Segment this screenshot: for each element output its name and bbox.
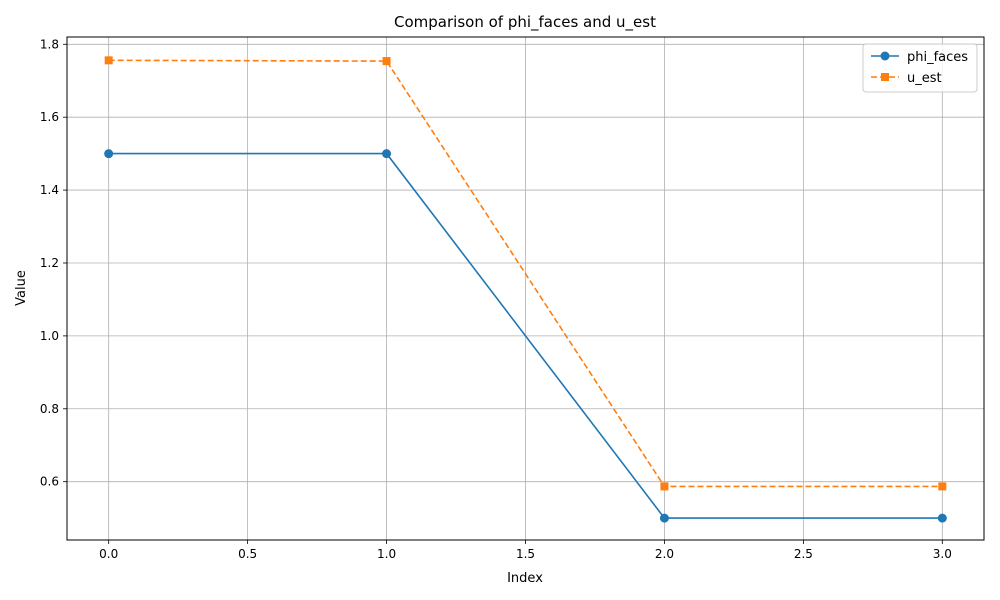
data-point-phi_faces [382,149,392,159]
data-point-u_est [660,482,669,491]
y-tick-label: 1.2 [40,256,59,270]
series-phi_faces [104,149,947,523]
series-layer [104,56,947,523]
legend-label: u_est [907,71,942,86]
legend-marker [881,73,889,81]
x-tick-label: 0.5 [238,547,257,561]
y-tick-label: 1.8 [40,37,59,51]
y-tick-label: 1.4 [40,183,59,197]
chart-title: Comparison of phi_faces and u_est [394,13,656,32]
data-point-phi_faces [937,513,947,523]
legend-item-u_est: u_est [871,71,942,86]
legend: phi_faces u_est [862,43,978,93]
y-tick-label: 1.6 [40,110,59,124]
grid [67,37,984,540]
series-line-phi_faces [108,152,943,519]
x-tick-label: 0.0 [99,547,118,561]
legend-marker [880,51,890,61]
x-tick-label: 2.0 [655,547,674,561]
data-point-u_est [938,482,947,491]
series-line-u_est [108,59,943,488]
x-tick-label: 1.0 [377,547,396,561]
data-point-phi_faces [659,513,669,523]
y-tick-label: 0.6 [40,475,59,489]
y-tick-label: 0.8 [40,402,59,416]
series-u_est [104,56,947,491]
x-axis: 0.0 0.5 1.0 1.5 2.0 2.5 3.0 [99,540,952,561]
data-point-u_est [382,57,391,66]
legend-label: phi_faces [907,50,968,65]
legend-item-phi_faces: phi_faces [871,50,968,65]
y-tick-label: 1.0 [40,329,59,343]
x-axis-title: Index [507,571,543,586]
data-point-u_est [104,56,113,65]
y-axis-title: Value [14,270,29,306]
x-tick-label: 1.5 [516,547,535,561]
y-axis: 0.6 0.8 1.0 1.2 1.4 1.6 1.8 [40,37,67,489]
x-tick-label: 2.5 [794,547,813,561]
data-point-phi_faces [104,149,114,159]
x-tick-label: 3.0 [933,547,952,561]
